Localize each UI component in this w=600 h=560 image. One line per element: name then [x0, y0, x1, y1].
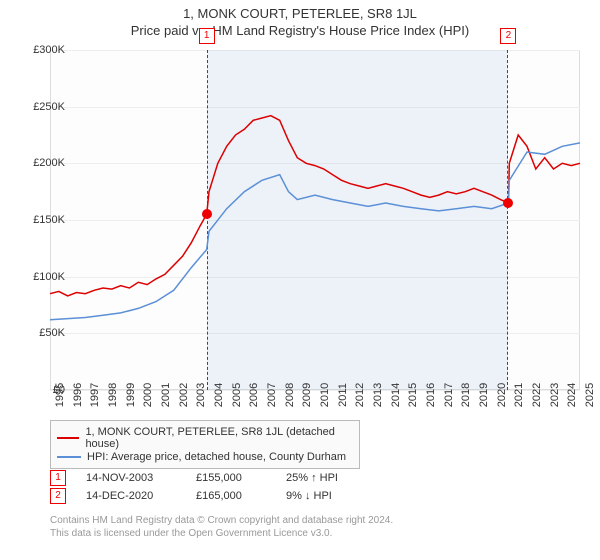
chart-container: 1, MONK COURT, PETERLEE, SR8 1JL Price p…: [0, 0, 600, 560]
series-hpi: [50, 143, 580, 320]
y-axis-label: £100K: [33, 271, 65, 283]
sale-flag-1: 1: [50, 470, 66, 486]
sale-row-2: 2 14-DEC-2020 £165,000 9% ↓ HPI: [50, 488, 376, 504]
x-axis-label: 2013: [372, 383, 384, 407]
footer-line-2: This data is licensed under the Open Gov…: [50, 527, 393, 540]
legend-row-hpi: HPI: Average price, detached house, Coun…: [57, 451, 353, 463]
x-axis-label: 2021: [513, 383, 525, 407]
y-axis-label: £300K: [33, 44, 65, 56]
sale-delta-2: 9% ↓ HPI: [286, 490, 376, 502]
sale-price-1: £155,000: [196, 472, 286, 484]
chart-lines: [50, 50, 580, 390]
x-axis-label: 2017: [443, 383, 455, 407]
legend-swatch-price-paid: [57, 437, 79, 439]
sale-flag-2: 2: [50, 488, 66, 504]
x-axis-label: 2016: [425, 383, 437, 407]
x-axis-label: 2005: [231, 383, 243, 407]
x-axis-label: 1995: [54, 383, 66, 407]
x-axis-label: 2024: [566, 383, 578, 407]
title-main: 1, MONK COURT, PETERLEE, SR8 1JL: [0, 6, 600, 21]
x-axis-label: 2009: [301, 383, 313, 407]
x-axis-label: 2000: [142, 383, 154, 407]
plot-region: 12: [50, 50, 580, 390]
y-axis-label: £50K: [39, 327, 65, 339]
legend-label-hpi: HPI: Average price, detached house, Coun…: [87, 451, 346, 463]
legend-swatch-hpi: [57, 456, 81, 458]
footer: Contains HM Land Registry data © Crown c…: [50, 514, 393, 540]
legend-box: 1, MONK COURT, PETERLEE, SR8 1JL (detach…: [50, 420, 360, 469]
sale-row-1: 1 14-NOV-2003 £155,000 25% ↑ HPI: [50, 470, 376, 486]
sales-table: 1 14-NOV-2003 £155,000 25% ↑ HPI 2 14-DE…: [50, 468, 376, 506]
sale-flag-marker: 2: [500, 28, 516, 44]
x-axis-label: 2007: [266, 383, 278, 407]
x-axis-label: 2023: [549, 383, 561, 407]
x-axis-label: 2019: [478, 383, 490, 407]
legend-row-price-paid: 1, MONK COURT, PETERLEE, SR8 1JL (detach…: [57, 426, 353, 450]
x-axis-label: 1996: [72, 383, 84, 407]
y-axis-label: £250K: [33, 101, 65, 113]
x-axis-label: 2022: [531, 383, 543, 407]
x-axis-label: 2004: [213, 383, 225, 407]
x-axis-label: 2008: [284, 383, 296, 407]
sale-flag-marker: 1: [199, 28, 215, 44]
x-axis-label: 1998: [107, 383, 119, 407]
sale-price-2: £165,000: [196, 490, 286, 502]
x-axis-label: 2010: [319, 383, 331, 407]
x-axis-label: 2012: [354, 383, 366, 407]
x-axis-label: 1999: [125, 383, 137, 407]
x-axis-label: 2015: [407, 383, 419, 407]
sale-date-1: 14-NOV-2003: [86, 472, 196, 484]
sale-delta-1: 25% ↑ HPI: [286, 472, 376, 484]
footer-line-1: Contains HM Land Registry data © Crown c…: [50, 514, 393, 527]
x-axis-label: 2020: [496, 383, 508, 407]
x-axis-label: 2006: [248, 383, 260, 407]
sale-marker: [202, 209, 212, 219]
y-axis-label: £200K: [33, 157, 65, 169]
y-axis-label: £150K: [33, 214, 65, 226]
sale-date-2: 14-DEC-2020: [86, 490, 196, 502]
x-axis-label: 2018: [460, 383, 472, 407]
x-axis-label: 2011: [337, 383, 349, 407]
x-axis-label: 1997: [89, 383, 101, 407]
x-axis-label: 2025: [584, 383, 596, 407]
x-axis-label: 2003: [195, 383, 207, 407]
legend-label-price-paid: 1, MONK COURT, PETERLEE, SR8 1JL (detach…: [85, 426, 353, 450]
sale-marker: [503, 198, 513, 208]
x-axis-label: 2014: [390, 383, 402, 407]
x-axis-label: 2001: [160, 383, 172, 407]
x-axis-label: 2002: [178, 383, 190, 407]
